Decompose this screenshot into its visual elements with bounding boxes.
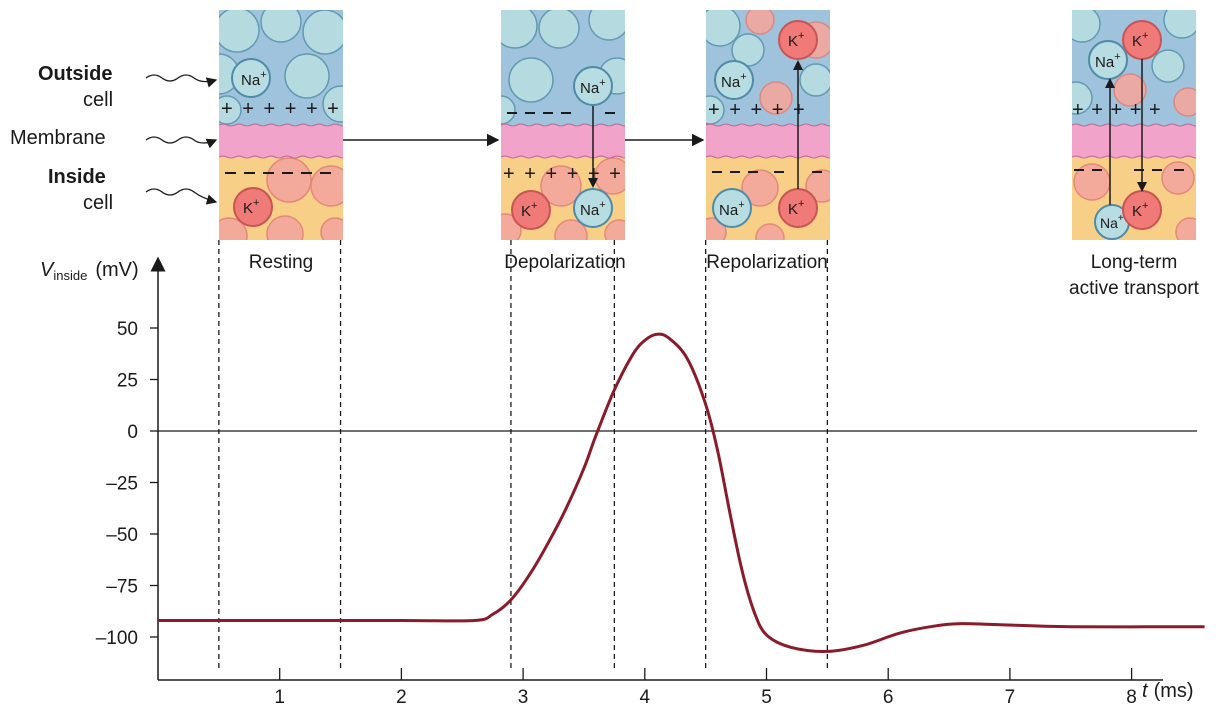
y-tick-label: –50 [106,525,138,546]
y-tick-label: –75 [106,577,138,598]
action-potential-curve [157,332,1205,653]
na-ion [714,60,754,100]
na-ion-inside [573,188,613,228]
x-tick-label: 2 [396,687,407,708]
panel-repolarization: K+ Na+ + + + + + Na+ K+ [706,10,830,240]
svg-text:Na+: Na+ [1100,213,1124,231]
svg-text:Na+: Na+ [1095,51,1121,71]
na-ion [573,66,613,106]
stage-label-depolarization: Depolarization [504,252,626,273]
stage-label-long-term: Long-term active transport [1069,250,1199,302]
y-tick-label: –100 [96,628,138,649]
svg-text:K+: K+ [521,200,537,220]
na-ion [231,58,271,98]
x-tick-label: 6 [883,687,894,708]
na-ion-outside [1088,40,1128,80]
panel-depolarization: Na+ + + + + + + K+ Na+ [501,10,625,240]
inside-cell-label: cell [83,192,114,214]
outside-cell-label: cell [83,89,114,111]
label-pointers [145,74,218,205]
k-ion [511,190,551,230]
x-tick-label: 3 [518,687,529,708]
k-ion-outside [778,20,818,60]
inside-label: Inside [48,166,106,188]
stage-label-long-term-line1: Long-term [1090,252,1178,273]
x-tick-label: 1 [274,687,285,708]
svg-text:Na+: Na+ [721,71,747,91]
panel-long-term-transport: K+ Na+ + + + + + Na+ K+ [1072,10,1196,240]
x-tick-label: 8 [1126,687,1137,708]
y-tick-label: 25 [117,371,138,392]
outside-charges: + + + + + + + [221,98,343,120]
svg-text:Na+: Na+ [241,69,267,89]
na-ion-inside [712,188,752,228]
svg-text:K+: K+ [1132,200,1148,220]
outside-pointer [145,74,218,88]
membrane-pointer [145,136,218,149]
membrane-label: Membrane [10,127,106,149]
stage-label-resting: Resting [248,252,314,273]
svg-text:K+: K+ [1132,30,1148,50]
y-axis-label: Vinside (mV) [40,259,139,283]
outside-charges: + + + + + [708,99,807,121]
svg-text:K+: K+ [243,197,259,217]
x-tick-label: 5 [761,687,772,708]
stage-label-repolarization: Repolarization [706,252,828,273]
y-tick-label: 50 [117,319,138,340]
x-axis-label: t (ms) [1142,680,1194,702]
stage-flow-arrows [343,133,705,147]
membrane-band [219,125,343,157]
svg-text:K+: K+ [788,30,804,50]
panel-resting: Na+ K+ + + + + + + + [219,10,343,240]
membrane-band [1072,125,1196,157]
outside-label: Outside [38,63,113,85]
svg-text:Na+: Na+ [719,199,745,219]
svg-text:Na+: Na+ [580,199,606,219]
membrane-band [706,125,830,157]
outside-charges: + + + + + [1072,99,1162,121]
x-tick-label: 4 [640,687,651,708]
x-tick-label: 7 [1005,687,1016,708]
membrane-band [501,125,625,157]
k-ion [233,187,273,227]
stage-label-long-term-line2: active transport [1069,278,1199,299]
y-tick-label: –25 [106,474,138,495]
y-tick-label: 0 [127,422,138,443]
svg-text:Na+: Na+ [580,77,606,97]
inside-pointer [145,188,218,205]
svg-text:K+: K+ [788,198,804,218]
